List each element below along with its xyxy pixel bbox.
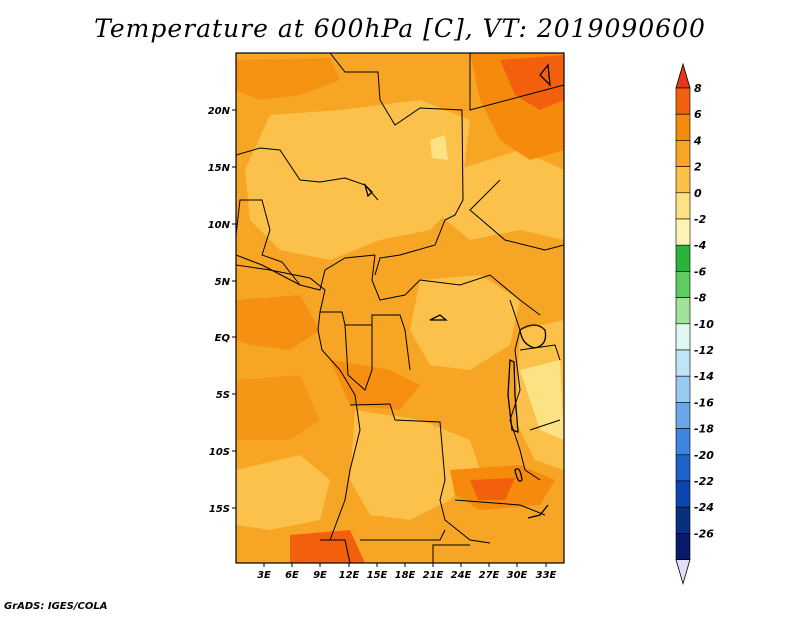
colorbar-segment — [675, 480, 691, 508]
colorbar-segment — [675, 454, 691, 482]
lat-label-eq: EQ — [215, 333, 231, 344]
lon-label-9e: 9E — [313, 570, 327, 581]
lat-label-20n: 20N — [208, 106, 231, 117]
colorbar-segment — [675, 297, 691, 325]
lon-label-18e: 18E — [395, 570, 416, 581]
colorbar-segment — [675, 218, 691, 246]
colorbar-segment — [675, 349, 691, 377]
colorbar-label: -12 — [694, 344, 714, 357]
temperature-field — [236, 53, 564, 563]
colorbar-segment — [675, 323, 691, 351]
colorbar-segment — [675, 244, 691, 272]
colorbar-segment — [675, 166, 691, 194]
colorbar-label: -14 — [694, 370, 714, 383]
colorbar-segment — [675, 140, 691, 167]
colorbar-label: -4 — [694, 239, 706, 252]
colorbar-label: -20 — [694, 449, 714, 462]
colorbar-arrow-top — [675, 62, 691, 89]
lon-label-27e: 27E — [479, 570, 500, 581]
colorbar-label: -8 — [694, 292, 707, 305]
colorbar-segment — [675, 113, 691, 141]
colorbar-label: -24 — [694, 501, 714, 514]
lon-axis: 3E 6E 9E 12E 15E 18E 21E 24E 27E 30E 33E — [257, 570, 556, 581]
lat-label-10n: 10N — [208, 220, 231, 231]
colorbar-label: -16 — [694, 396, 714, 409]
colorbar-segment — [675, 402, 691, 429]
colorbar-segment — [675, 192, 691, 220]
map-frame — [235, 52, 565, 564]
lon-label-6e: 6E — [285, 570, 299, 581]
colorbar-arrow-bottom — [675, 559, 691, 586]
lat-label-5s: 5S — [216, 390, 230, 401]
lon-label-30e: 30E — [507, 570, 528, 581]
colorbar-label: -6 — [694, 265, 707, 278]
lat-label-10s: 10S — [209, 447, 230, 458]
lon-label-33e: 33E — [536, 570, 557, 581]
colorbar: 8 6 4 2 0 -2 -4 -6 -8 -10 -12 -14 -16 -18 -20 -22 -24 -26 — [675, 62, 714, 586]
colorbar-segment — [675, 271, 691, 298]
lat-axis: 20N 15N 10N 5N EQ 5S 10S 15S — [208, 106, 231, 515]
grads-credit: GrADS: IGES/COLA — [4, 601, 108, 612]
colorbar-label: 2 — [694, 161, 702, 174]
colorbar-segment — [675, 533, 691, 560]
lon-label-15e: 15E — [367, 570, 388, 581]
map-title: Temperature at 600hPa [C], VT: 201909060… — [94, 14, 706, 43]
colorbar-label: -2 — [694, 213, 707, 226]
lon-label-21e: 21E — [423, 570, 444, 581]
colorbar-segment — [675, 506, 691, 534]
colorbar-label: 4 — [693, 134, 702, 147]
colorbar-label: 0 — [694, 187, 702, 200]
lat-label-5n: 5N — [215, 277, 231, 288]
lon-label-3e: 3E — [257, 570, 271, 581]
lon-ticks — [263, 563, 547, 567]
lakes — [363, 63, 551, 519]
colorbar-label: -10 — [694, 318, 714, 331]
country-borders — [236, 53, 564, 563]
lat-label-15s: 15S — [209, 504, 230, 515]
colorbar-segment — [675, 87, 691, 115]
colorbar-label: -22 — [694, 475, 714, 488]
colorbar-label: -18 — [694, 423, 714, 436]
colorbar-label: 8 — [694, 82, 702, 95]
colorbar-label: -26 — [694, 527, 714, 540]
colorbar-segment — [675, 428, 691, 456]
lat-label-15n: 15N — [208, 163, 231, 174]
colorbar-segment — [675, 375, 691, 403]
lon-label-12e: 12E — [339, 570, 360, 581]
lon-label-24e: 24E — [451, 570, 472, 581]
colorbar-label: 6 — [694, 108, 702, 121]
lat-ticks — [232, 109, 236, 509]
